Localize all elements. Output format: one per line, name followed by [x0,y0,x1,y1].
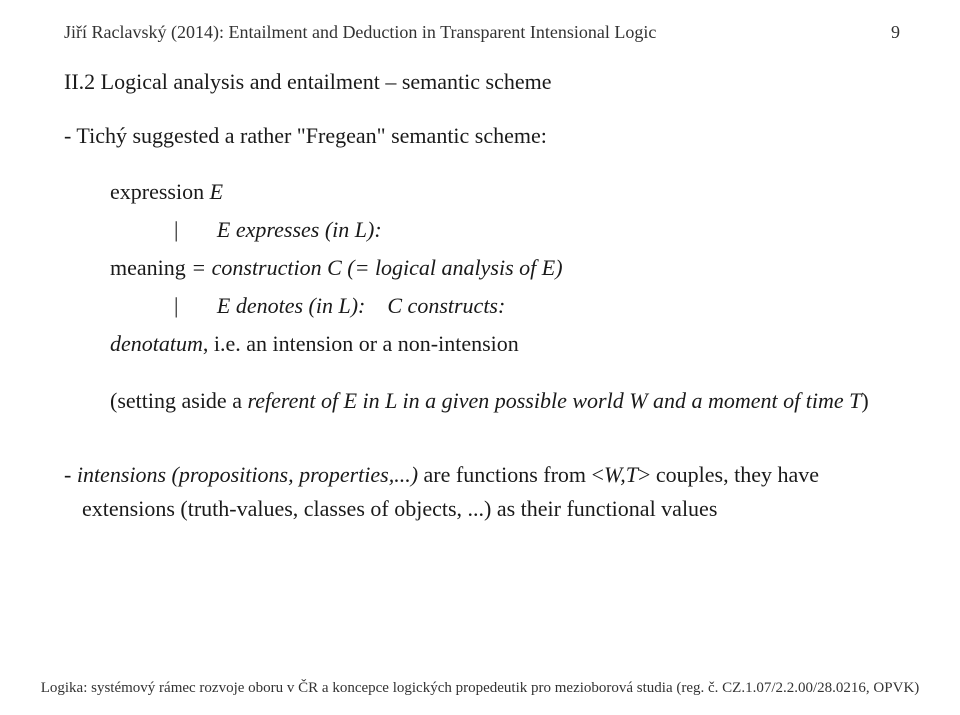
scheme-l1-pre: expression [110,179,210,204]
footer-text: Logika: systémový rámec rozvoje oboru v … [0,680,960,697]
intro-paragraph: - Tichý suggested a rather "Fregean" sem… [64,119,900,153]
scheme-line-1: expression E [64,175,900,209]
scheme-line-3: meaning = construction C (= logical anal… [64,251,900,285]
scheme-l1-em: E [210,179,223,204]
para2-line-b: extensions (truth-values, classes of obj… [64,492,900,526]
scheme-line-4: | E denotes (in L): C constructs: [64,289,900,323]
para2-a-post: are functions from < [418,462,604,487]
aside-pre: (setting aside a [110,388,247,413]
spacer [64,418,900,458]
scheme-l3-pre: meaning [110,255,191,280]
para2-a-em2: W,T [604,462,638,487]
scheme-l3-em: = construction C (= logical analysis of … [191,255,562,280]
para2-line-a: - intensions (propositions, properties,.… [64,458,900,492]
page-root: Jiří Raclavský (2014): Entailment and De… [0,0,960,715]
scheme-l2-pipe: | [174,217,178,242]
para2-a-post2: > couples, they have [638,462,819,487]
scheme-l2-em: E expresses (in L): [217,217,382,242]
scheme-l5-rest: , i.e. an intension or a non-intension [203,331,519,356]
para2-a-pre: - [64,462,77,487]
scheme-line-2: | E expresses (in L): [64,213,900,247]
aside-post: ) [861,388,868,413]
scheme-l4-gap [365,293,371,318]
aside-em: referent of E in L in a given possible w… [247,388,861,413]
scheme-line-5: denotatum, i.e. an intension or a non-in… [64,327,900,361]
header-left: Jiří Raclavský (2014): Entailment and De… [64,22,656,43]
scheme-l5-em: denotatum [110,331,203,356]
running-header: Jiří Raclavský (2014): Entailment and De… [64,22,900,43]
page-number: 9 [891,22,900,43]
scheme-l4-pipe: | [174,293,178,318]
aside-line: (setting aside a referent of E in L in a… [64,384,900,418]
section-title: II.2 Logical analysis and entailment – s… [64,69,900,95]
para2-a-em: intensions (propositions, properties,...… [77,462,418,487]
spacer [64,362,900,384]
scheme-l4-em1: E denotes (in L): [217,293,365,318]
scheme-l4-em2: C constructs: [387,293,505,318]
